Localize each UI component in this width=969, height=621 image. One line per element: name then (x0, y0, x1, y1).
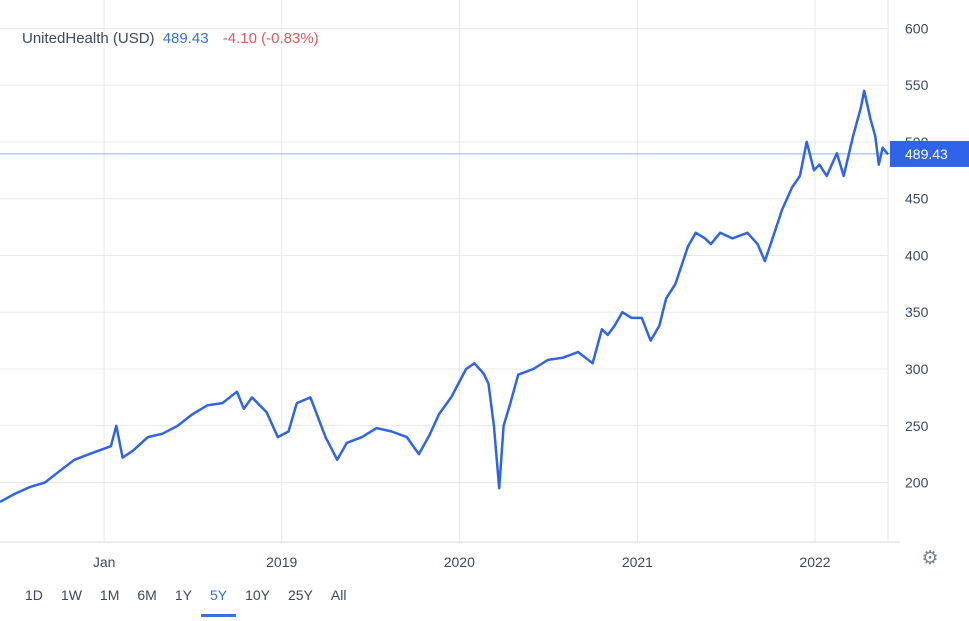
range-1d-button[interactable]: 1D (25, 587, 43, 603)
x-tick-label: 2022 (799, 554, 830, 570)
y-tick-label: 550 (905, 77, 929, 93)
y-tick-label: 600 (905, 20, 929, 36)
quote-header: UnitedHealth (USD) 489.43 -4.10 (-0.83%) (22, 30, 319, 47)
y-tick-label: 300 (905, 361, 929, 377)
price-series-line (0, 89, 889, 503)
price-change: -4.10 (-0.83%) (222, 30, 319, 47)
range-all-button[interactable]: All (330, 587, 347, 603)
y-tick-label: 450 (905, 191, 929, 207)
current-price: 489.43 (162, 30, 209, 47)
y-tick-label: 400 (905, 247, 929, 263)
x-tick-label: Jan (93, 554, 116, 570)
y-tick-label: 200 (905, 475, 929, 491)
range-1m-button[interactable]: 1M (99, 587, 120, 603)
range-10y-button[interactable]: 10Y (245, 587, 270, 603)
range-selector: 1D 1W 1M 6M 1Y 5Y 10Y 25Y All (16, 583, 355, 619)
instrument-name: UnitedHealth (USD) (22, 30, 155, 47)
x-tick-label: 2019 (266, 554, 297, 570)
range-6m-button[interactable]: 6M (137, 587, 157, 603)
current-price-tag: 489.43 (890, 140, 969, 167)
y-tick-label: 250 (905, 418, 929, 434)
gear-icon[interactable]: ⚙ (921, 548, 939, 569)
range-1w-button[interactable]: 1W (60, 587, 82, 603)
range-1y-button[interactable]: 1Y (174, 587, 192, 603)
y-axis-ticks: 200250300350400450500550600 (905, 20, 929, 490)
range-25y-button[interactable]: 25Y (287, 587, 313, 603)
chart-gridlines (0, 0, 889, 542)
current-price-tag-bg (890, 140, 969, 167)
x-tick-label: 2020 (444, 554, 475, 570)
x-axis-ticks: Jan 2019 2020 2021 2022 (93, 554, 831, 570)
range-5y-button[interactable]: 5Y (200, 583, 237, 617)
y-tick-label: 350 (905, 304, 929, 320)
current-price-tag-label: 489.43 (905, 146, 948, 162)
x-tick-label: 2021 (622, 554, 653, 570)
